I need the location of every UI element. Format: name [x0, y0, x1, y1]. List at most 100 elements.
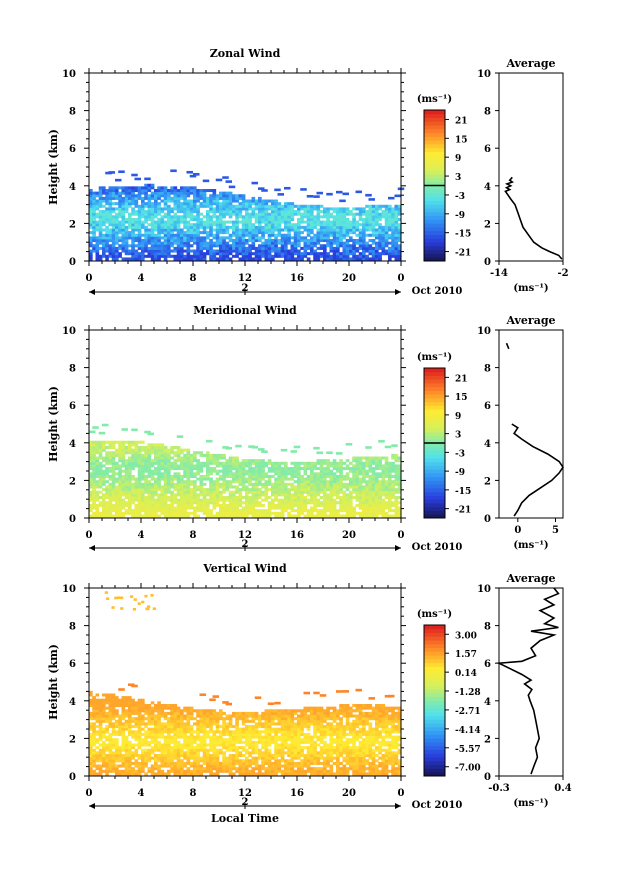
heatmap-cell — [297, 498, 301, 502]
heatmap-cell — [183, 769, 187, 773]
heatmap-cell — [258, 254, 262, 258]
heatmap-cell — [121, 482, 126, 486]
heatmap-cell — [222, 196, 226, 200]
heatmap-cell — [196, 738, 200, 742]
heatmap-cell — [163, 231, 168, 235]
heatmap-cell — [202, 196, 207, 200]
heatmap-cell — [274, 488, 278, 492]
heatmap-cell — [228, 474, 233, 478]
heatmap-cell — [271, 254, 275, 258]
heatmap-cell — [378, 231, 382, 235]
heatmap-cell — [144, 717, 148, 721]
heatmap-cell — [378, 223, 382, 227]
heatmap-cell — [108, 732, 113, 736]
heatmap-cell — [202, 254, 207, 258]
heatmap-cell — [384, 461, 389, 465]
heatmap-cell — [105, 191, 109, 195]
heatmap-cell — [131, 453, 135, 457]
heatmap-cell — [345, 442, 353, 446]
heatmap-cell — [102, 456, 106, 460]
heatmap-cell — [300, 461, 304, 465]
heatmap-cell — [378, 246, 382, 250]
heatmap-cell — [329, 239, 334, 243]
heatmap-cell — [384, 239, 389, 243]
heatmap-cell — [342, 207, 347, 211]
heatmap-cell — [381, 490, 386, 494]
heatmap-cell — [180, 477, 184, 481]
heatmap-cell — [212, 735, 217, 739]
heatmap-cell — [183, 480, 187, 484]
heatmap-cell — [362, 244, 366, 248]
heatmap-cell — [95, 474, 100, 478]
heatmap-cell — [163, 212, 168, 216]
heatmap-cell — [323, 254, 327, 258]
heatmap-cell — [316, 490, 321, 494]
heatmap-cell — [378, 488, 382, 492]
heatmap-cell — [310, 506, 314, 510]
heatmap-cell — [300, 490, 304, 494]
heatmap-cell — [258, 514, 262, 518]
heatmap-cell — [131, 701, 135, 705]
heatmap-cell — [287, 252, 291, 256]
heatmap-cell — [215, 730, 220, 734]
heatmap-cell — [345, 467, 350, 471]
heatmap-cell — [212, 210, 217, 214]
heatmap-cell — [128, 704, 132, 708]
heatmap-cell — [89, 254, 93, 258]
heatmap-cell — [202, 511, 207, 515]
heatmap-cell — [170, 482, 174, 486]
heatmap-cell — [150, 204, 155, 208]
heatmap-cell — [378, 485, 382, 489]
heatmap-cell — [167, 191, 171, 195]
heatmap-cell — [326, 212, 330, 216]
heatmap-cell — [95, 503, 100, 507]
heatmap-cell — [368, 498, 373, 502]
heatmap-cell — [339, 199, 346, 203]
heatmap-cell — [115, 754, 119, 758]
heatmap-cell — [319, 239, 324, 243]
heatmap-cell — [235, 444, 242, 448]
heatmap-cell — [121, 231, 126, 235]
heatmap-cell — [105, 735, 109, 739]
heatmap-cell — [92, 472, 96, 476]
heatmap-cell — [121, 754, 126, 758]
heatmap-cell — [232, 493, 236, 497]
heatmap-cell — [150, 732, 155, 736]
heatmap-cell — [128, 725, 132, 729]
heatmap-cell — [245, 212, 249, 216]
heatmap-cell — [284, 246, 288, 250]
heatmap-cell — [157, 225, 161, 229]
heatmap-cell — [160, 769, 165, 773]
heatmap-cell — [371, 257, 376, 261]
heatmap-cell — [134, 210, 139, 214]
heatmap-cell — [189, 761, 194, 765]
heatmap-cell — [339, 210, 343, 214]
heatmap-cell — [98, 772, 103, 776]
heatmap-cell — [254, 485, 259, 489]
heatmap-cell — [303, 210, 308, 214]
heatmap-cell — [287, 503, 291, 507]
heatmap-cell — [316, 477, 321, 481]
heatmap-cell — [89, 751, 93, 755]
heatmap-cell — [209, 769, 213, 773]
heatmap-cell — [118, 688, 125, 691]
heatmap-cell — [228, 493, 233, 497]
heatmap-cell — [131, 210, 135, 214]
heatmap-cell — [310, 236, 314, 240]
heatmap-cell — [310, 210, 314, 214]
heatmap-cell — [154, 732, 158, 736]
heatmap-cell — [375, 506, 379, 510]
heatmap-cell — [92, 469, 96, 473]
heatmap-cell — [95, 725, 100, 729]
heatmap-cell — [232, 233, 236, 237]
heatmap-cell — [196, 204, 200, 208]
heatmap-cell — [323, 509, 327, 513]
heatmap-cell — [141, 490, 145, 494]
heatmap-cell — [241, 241, 246, 245]
heatmap-cell — [264, 246, 269, 250]
heatmap-cell — [274, 498, 278, 502]
heatmap-cell — [293, 233, 298, 237]
heatmap-cell — [154, 754, 158, 758]
heatmap-cell — [121, 704, 126, 708]
heatmap-cell — [345, 239, 350, 243]
